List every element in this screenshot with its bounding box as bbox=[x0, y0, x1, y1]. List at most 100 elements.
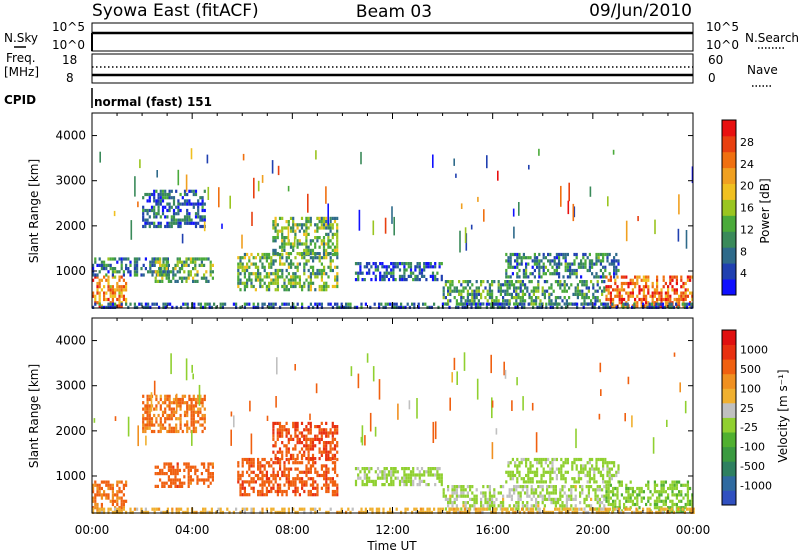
echo-cell bbox=[279, 467, 282, 471]
echo-cell bbox=[241, 480, 244, 484]
echo-cell bbox=[148, 413, 151, 418]
echo-cell bbox=[309, 510, 312, 514]
echo-cell bbox=[296, 437, 299, 441]
echo-cell bbox=[285, 457, 288, 462]
echo-cell bbox=[617, 480, 620, 484]
echo-cell bbox=[504, 280, 507, 284]
echo-cell bbox=[203, 481, 206, 485]
echo-cell bbox=[165, 260, 168, 264]
echo-cell bbox=[514, 464, 517, 468]
echo-cell bbox=[329, 239, 332, 243]
echo-cell bbox=[493, 501, 496, 505]
echo-cell bbox=[283, 262, 286, 266]
echo-cell bbox=[612, 499, 615, 503]
echo-cell bbox=[153, 429, 156, 434]
echo-cell bbox=[595, 457, 598, 462]
echo-cell bbox=[336, 428, 339, 432]
echo-cell bbox=[647, 278, 650, 282]
echo-cell bbox=[363, 473, 366, 477]
echo-cell bbox=[602, 272, 605, 276]
echo-cell bbox=[283, 461, 286, 465]
echo-streak bbox=[287, 185, 290, 192]
echo-cell bbox=[298, 229, 301, 233]
echo-cell bbox=[524, 286, 527, 290]
echo-cell bbox=[638, 275, 641, 279]
echo-cell bbox=[259, 256, 262, 260]
echo-cell bbox=[322, 428, 326, 432]
echo-cell bbox=[263, 473, 266, 478]
x-tick-label: 12:00 bbox=[375, 523, 410, 537]
echo-cell bbox=[541, 292, 544, 296]
echo-cell bbox=[530, 289, 533, 293]
echo-cell bbox=[325, 216, 328, 220]
echo-cell bbox=[482, 504, 485, 508]
echo-cell bbox=[133, 507, 136, 511]
echo-cell bbox=[539, 491, 542, 495]
echo-cell bbox=[151, 270, 154, 274]
echo-cell bbox=[166, 510, 169, 514]
echo-cell bbox=[660, 480, 663, 484]
echo-cell bbox=[314, 434, 317, 438]
echo-cell bbox=[538, 268, 541, 273]
colorbar-tick-label: 500 bbox=[740, 363, 761, 376]
echo-cell bbox=[535, 488, 538, 492]
echo-cell bbox=[405, 483, 408, 487]
echo-cell bbox=[289, 226, 293, 230]
echo-cell bbox=[316, 275, 319, 279]
echo-cell bbox=[602, 256, 605, 260]
echo-cell bbox=[429, 467, 432, 471]
echo-cell bbox=[307, 305, 310, 309]
echo-cell bbox=[494, 302, 497, 306]
echo-cell bbox=[516, 262, 519, 266]
echo-cell bbox=[511, 252, 514, 257]
echo-cell bbox=[207, 257, 210, 261]
echo-cell bbox=[336, 431, 339, 435]
echo-cell bbox=[447, 292, 450, 296]
echo-cell bbox=[296, 226, 299, 230]
echo-cell bbox=[294, 493, 297, 497]
echo-streak bbox=[181, 233, 184, 244]
echo-cell bbox=[241, 265, 244, 269]
echo-cell bbox=[473, 494, 476, 498]
echo-cell bbox=[300, 431, 304, 435]
echo-cell bbox=[529, 480, 532, 484]
echo-cell bbox=[105, 496, 108, 500]
echo-cell bbox=[473, 497, 476, 501]
echo-streak bbox=[221, 223, 223, 229]
echo-cell bbox=[281, 302, 284, 306]
echo-cell bbox=[178, 267, 181, 271]
echo-cell bbox=[451, 283, 454, 287]
echo-cell bbox=[559, 286, 562, 290]
echo-cell bbox=[586, 480, 589, 484]
echo-cell bbox=[626, 302, 629, 306]
echo-cell bbox=[458, 289, 461, 293]
echo-cell bbox=[477, 507, 480, 511]
echo-cell bbox=[327, 457, 330, 461]
echo-cell bbox=[241, 483, 244, 487]
echo-cell bbox=[122, 486, 125, 491]
echo-cell bbox=[292, 223, 295, 227]
echo-cell bbox=[98, 278, 101, 282]
echo-streak bbox=[287, 226, 290, 242]
echo-cell bbox=[553, 457, 556, 462]
echo-cell bbox=[167, 475, 170, 479]
echo-cell bbox=[538, 302, 541, 306]
echo-cell bbox=[208, 305, 211, 309]
echo-cell bbox=[278, 229, 282, 233]
echo-cell bbox=[473, 292, 476, 296]
echo-cell bbox=[612, 304, 615, 308]
echo-cell bbox=[153, 224, 156, 229]
echo-cell bbox=[387, 470, 391, 474]
echo-cell bbox=[294, 477, 297, 481]
echo-cell bbox=[179, 218, 182, 222]
echo-cell bbox=[596, 497, 599, 501]
echo-cell bbox=[183, 468, 186, 472]
echo-cell bbox=[120, 304, 123, 308]
echo-cell bbox=[146, 413, 149, 418]
echo-cell bbox=[415, 507, 418, 511]
echo-cell bbox=[327, 450, 330, 454]
echo-cell bbox=[607, 496, 610, 500]
echo-streak bbox=[434, 421, 437, 440]
echo-cell bbox=[274, 275, 277, 279]
echo-cell bbox=[300, 223, 304, 227]
